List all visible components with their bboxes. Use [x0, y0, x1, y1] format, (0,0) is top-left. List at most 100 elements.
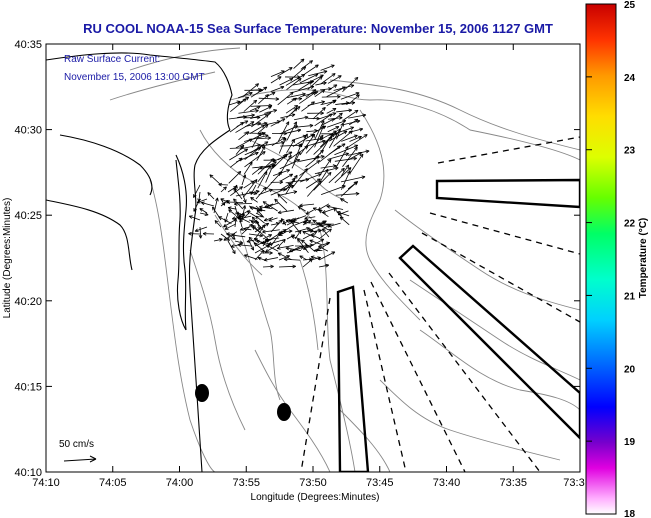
- current-vector: [278, 229, 293, 234]
- current-vector: [326, 119, 347, 128]
- current-vector: [277, 151, 293, 161]
- current-vector: [228, 209, 237, 216]
- current-vector: [234, 240, 244, 245]
- current-vector: [236, 211, 243, 228]
- current-vector: [220, 233, 230, 241]
- current-vector: [307, 100, 325, 106]
- current-vector: [299, 203, 315, 208]
- current-vector: [252, 224, 267, 238]
- current-vector: [294, 115, 309, 121]
- current-vector: [237, 96, 250, 105]
- map-content: [46, 47, 580, 472]
- survey-box-2: [398, 244, 580, 440]
- current-vector: [312, 107, 326, 120]
- current-vector: [278, 239, 286, 247]
- current-vector: [280, 113, 296, 119]
- current-vector: [302, 220, 312, 226]
- current-vector: [320, 64, 335, 71]
- current-vector: [349, 153, 364, 175]
- current-vector: [276, 244, 294, 250]
- current-vector: [334, 156, 357, 162]
- current-vector: [263, 257, 279, 262]
- current-vector: [286, 77, 302, 90]
- station-marker-1: [195, 384, 209, 402]
- current-vector: [348, 134, 368, 147]
- current-vector: [243, 161, 253, 175]
- colorbar-tick-label: 24: [624, 73, 636, 84]
- current-vector: [258, 97, 280, 101]
- current-vector: [318, 251, 336, 261]
- current-vector: [250, 141, 269, 154]
- current-vector: [318, 220, 327, 226]
- x-tick-label: 73:3: [563, 477, 584, 489]
- current-vector: [347, 149, 370, 156]
- current-vector: [243, 179, 258, 198]
- current-vector: [241, 223, 253, 235]
- colorbar: [585, 3, 617, 515]
- current-vector: [199, 212, 209, 217]
- current-vector: [313, 171, 332, 191]
- current-vector: [279, 173, 293, 182]
- x-tick-label: 74:10: [32, 477, 60, 489]
- current-vector: [250, 184, 257, 195]
- current-vector: [305, 134, 324, 154]
- current-vector: [291, 96, 303, 101]
- current-vector: [347, 181, 359, 190]
- current-vector: [291, 106, 301, 114]
- current-vector: [264, 109, 278, 114]
- current-vector: [308, 70, 328, 77]
- current-vector: [251, 87, 262, 92]
- current-vector: [314, 120, 325, 140]
- current-vector: [335, 191, 360, 196]
- current-vector: [326, 204, 344, 210]
- current-vector: [319, 112, 337, 120]
- current-vector: [286, 234, 295, 240]
- current-vector: [277, 252, 293, 261]
- current-vector: [343, 109, 359, 121]
- current-timestamp: November 15, 2006 13:00 GMT: [64, 72, 205, 83]
- current-vector: [294, 230, 302, 240]
- current-vector: [312, 219, 329, 231]
- current-vector: [262, 251, 273, 255]
- x-tick-label: 73:35: [499, 477, 527, 489]
- current-vector: [300, 60, 313, 70]
- colorbar-tick-label: 22: [624, 219, 636, 230]
- y-tick-label: 40:10: [14, 467, 42, 479]
- current-vector: [277, 121, 290, 142]
- current-vector: [218, 182, 229, 187]
- x-axis-label: Longitude (Degrees:Minutes): [251, 492, 380, 503]
- x-tick-label: 74:00: [166, 477, 194, 489]
- current-vector: [328, 167, 345, 184]
- current-vector: [188, 215, 201, 221]
- current-vector: [264, 92, 276, 98]
- current-vector: [233, 202, 252, 206]
- current-vector: [244, 254, 258, 260]
- current-vector: [251, 165, 263, 175]
- colorbar-ticks: 25 24 23 22 21 20 19 18: [586, 0, 636, 518]
- station-marker-2: [277, 403, 291, 421]
- scale-arrow: [63, 455, 97, 463]
- current-vector: [341, 164, 350, 177]
- current-vector: [270, 229, 287, 240]
- current-vector: [307, 76, 323, 90]
- current-vector: [333, 112, 343, 121]
- x-tick-label: 73:50: [299, 477, 327, 489]
- current-vector: [270, 118, 286, 127]
- current-vector: [286, 121, 297, 141]
- current-vector: [340, 91, 360, 100]
- current-vector: [270, 85, 285, 92]
- current-vector: [341, 101, 356, 105]
- survey-box-3: [336, 285, 370, 472]
- current-vector: [328, 143, 346, 155]
- current-vector: [310, 238, 325, 247]
- current-vector: [255, 212, 264, 218]
- current-vector: [228, 171, 242, 184]
- current-vector: [310, 256, 321, 261]
- current-vector: [335, 146, 349, 168]
- current-vector: [254, 244, 271, 254]
- x-tick-label: 74:05: [99, 477, 127, 489]
- current-vector: [348, 118, 359, 126]
- current-vector: [241, 205, 247, 221]
- current-vector: [277, 209, 294, 215]
- current-vector: [243, 180, 255, 189]
